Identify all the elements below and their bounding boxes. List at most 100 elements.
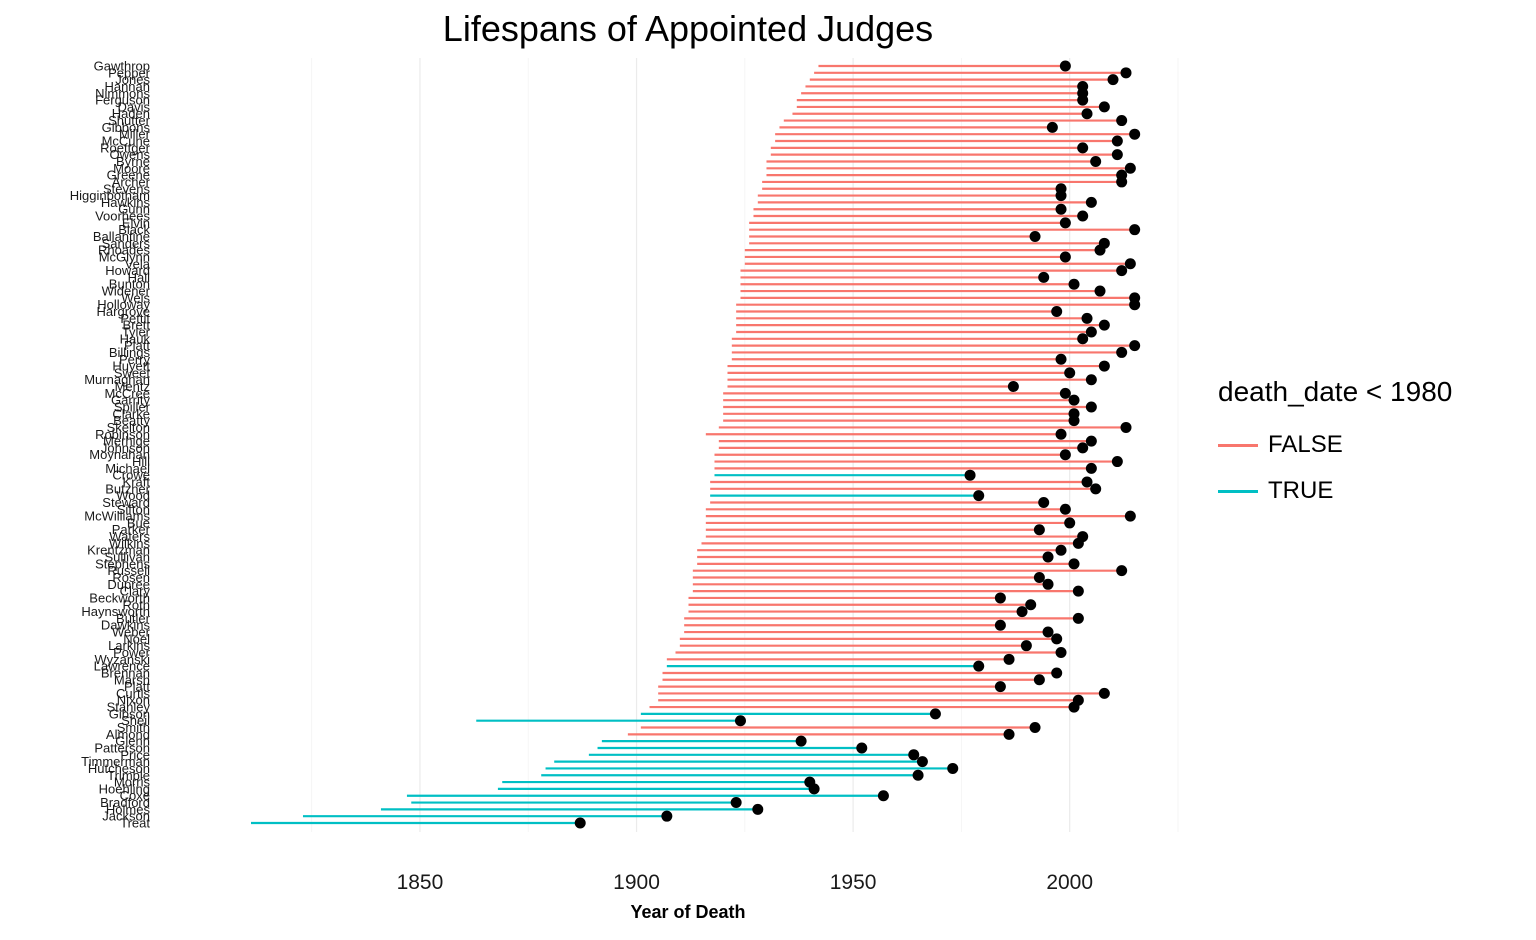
legend-item-true: TRUE bbox=[1218, 468, 1452, 514]
y-tick-label: Shutter bbox=[108, 113, 151, 128]
death-point bbox=[1129, 128, 1141, 140]
legend-key-false bbox=[1218, 443, 1258, 447]
death-point bbox=[1059, 251, 1071, 263]
death-point bbox=[1098, 101, 1110, 113]
death-point bbox=[1116, 265, 1128, 277]
y-tick-label: Haden bbox=[112, 106, 150, 121]
y-tick-label: Moynahan bbox=[89, 447, 150, 462]
y-tick-label: Sheil bbox=[121, 713, 150, 728]
y-tick-label: Kraft bbox=[123, 475, 151, 490]
death-point bbox=[1007, 381, 1019, 393]
y-tick-label: Butler bbox=[116, 611, 151, 626]
y-tick-label: Vela bbox=[125, 256, 151, 271]
y-tick-label: Patterson bbox=[94, 740, 150, 755]
y-tick-label: Glenn bbox=[115, 734, 150, 749]
death-point bbox=[795, 735, 807, 747]
death-point bbox=[1098, 319, 1110, 331]
death-point bbox=[1042, 578, 1054, 590]
y-tick-label: Bradford bbox=[100, 795, 150, 810]
death-point bbox=[1124, 162, 1136, 174]
death-point bbox=[994, 619, 1006, 631]
y-tick-label: Bunton bbox=[109, 277, 150, 292]
x-tick-label: 2000 bbox=[1046, 871, 1093, 894]
y-tick-label: Treat bbox=[120, 816, 150, 831]
y-tick-label: Widener bbox=[102, 284, 151, 299]
y-tick-label: Curtis bbox=[116, 686, 150, 701]
death-point bbox=[916, 756, 928, 768]
death-point bbox=[1038, 271, 1050, 283]
death-point bbox=[1020, 640, 1032, 652]
y-tick-label: Murnaghan bbox=[84, 372, 150, 387]
death-point bbox=[1111, 135, 1123, 147]
y-tick-label: Hauk bbox=[120, 331, 151, 346]
death-point bbox=[1107, 74, 1119, 86]
y-tick-label: Tyler bbox=[122, 324, 151, 339]
x-tick-label: 1900 bbox=[613, 871, 660, 894]
death-point bbox=[1081, 476, 1093, 488]
death-point bbox=[1116, 346, 1128, 358]
death-point bbox=[1059, 503, 1071, 515]
death-point bbox=[1081, 312, 1093, 324]
death-point bbox=[1029, 722, 1041, 734]
death-point bbox=[1077, 94, 1089, 106]
death-point bbox=[1059, 60, 1071, 72]
death-point bbox=[973, 660, 985, 672]
death-point bbox=[1055, 428, 1067, 440]
y-tick-label: Robinson bbox=[95, 427, 150, 442]
y-tick-label: Steward bbox=[102, 495, 150, 510]
y-tick-label: Lawrence bbox=[94, 659, 150, 674]
y-tick-label: Clary bbox=[120, 584, 151, 599]
y-tick-label: Brennan bbox=[101, 665, 150, 680]
death-point bbox=[1068, 394, 1080, 406]
y-tick-label: Platt bbox=[124, 679, 150, 694]
y-tick-label: Dawkins bbox=[101, 618, 151, 633]
death-point bbox=[752, 803, 764, 815]
death-point bbox=[1016, 606, 1028, 618]
chart-title: Lifespans of Appointed Judges bbox=[442, 8, 934, 49]
y-tick-label: Rosen bbox=[112, 570, 150, 585]
y-tick-label: Perry bbox=[119, 352, 151, 367]
death-point bbox=[964, 469, 976, 481]
death-point bbox=[1003, 653, 1015, 665]
y-tick-label: Gibbons bbox=[102, 120, 151, 135]
y-tick-label: Stevens bbox=[103, 181, 150, 196]
death-point bbox=[1094, 285, 1106, 297]
death-point bbox=[1033, 674, 1045, 686]
death-point bbox=[1055, 190, 1067, 202]
y-tick-label: Smith bbox=[117, 720, 150, 735]
y-tick-label: Huyett bbox=[112, 359, 150, 374]
y-tick-label: Morris bbox=[114, 775, 151, 790]
death-point bbox=[1085, 462, 1097, 474]
y-tick-label: Russell bbox=[107, 563, 150, 578]
y-tick-label: Wyzanski bbox=[94, 652, 150, 667]
death-point bbox=[1085, 401, 1097, 413]
y-tick-label: Nixon bbox=[117, 693, 150, 708]
y-tick-label: Price bbox=[120, 747, 150, 762]
death-point bbox=[973, 490, 985, 502]
y-tick-label: Mentz bbox=[115, 379, 150, 394]
legend-label-true: TRUE bbox=[1268, 477, 1334, 504]
y-tick-label: Parker bbox=[112, 522, 151, 537]
death-point bbox=[1098, 360, 1110, 372]
death-point bbox=[1129, 224, 1141, 236]
y-tick-label: Butzner bbox=[105, 481, 150, 496]
death-point bbox=[1085, 435, 1097, 447]
death-point bbox=[1042, 626, 1054, 638]
death-point bbox=[1077, 333, 1089, 345]
y-tick-label: Jackson bbox=[102, 809, 150, 824]
y-tick-label: Crowe bbox=[112, 468, 150, 483]
y-tick-label: Billings bbox=[109, 345, 151, 360]
death-point bbox=[1038, 496, 1050, 508]
death-point bbox=[808, 783, 820, 795]
death-point bbox=[1129, 340, 1141, 352]
death-point bbox=[1042, 551, 1054, 563]
x-tick-label: 1950 bbox=[830, 871, 877, 894]
death-point bbox=[1116, 176, 1128, 188]
y-tick-label: Beckworth bbox=[89, 590, 150, 605]
y-tick-label: Weis bbox=[121, 290, 150, 305]
legend-title: death_date < 1980 bbox=[1218, 376, 1453, 407]
death-point bbox=[1094, 244, 1106, 256]
y-tick-label: Hill bbox=[132, 454, 150, 469]
y-tick-label: Sullivan bbox=[104, 550, 150, 565]
